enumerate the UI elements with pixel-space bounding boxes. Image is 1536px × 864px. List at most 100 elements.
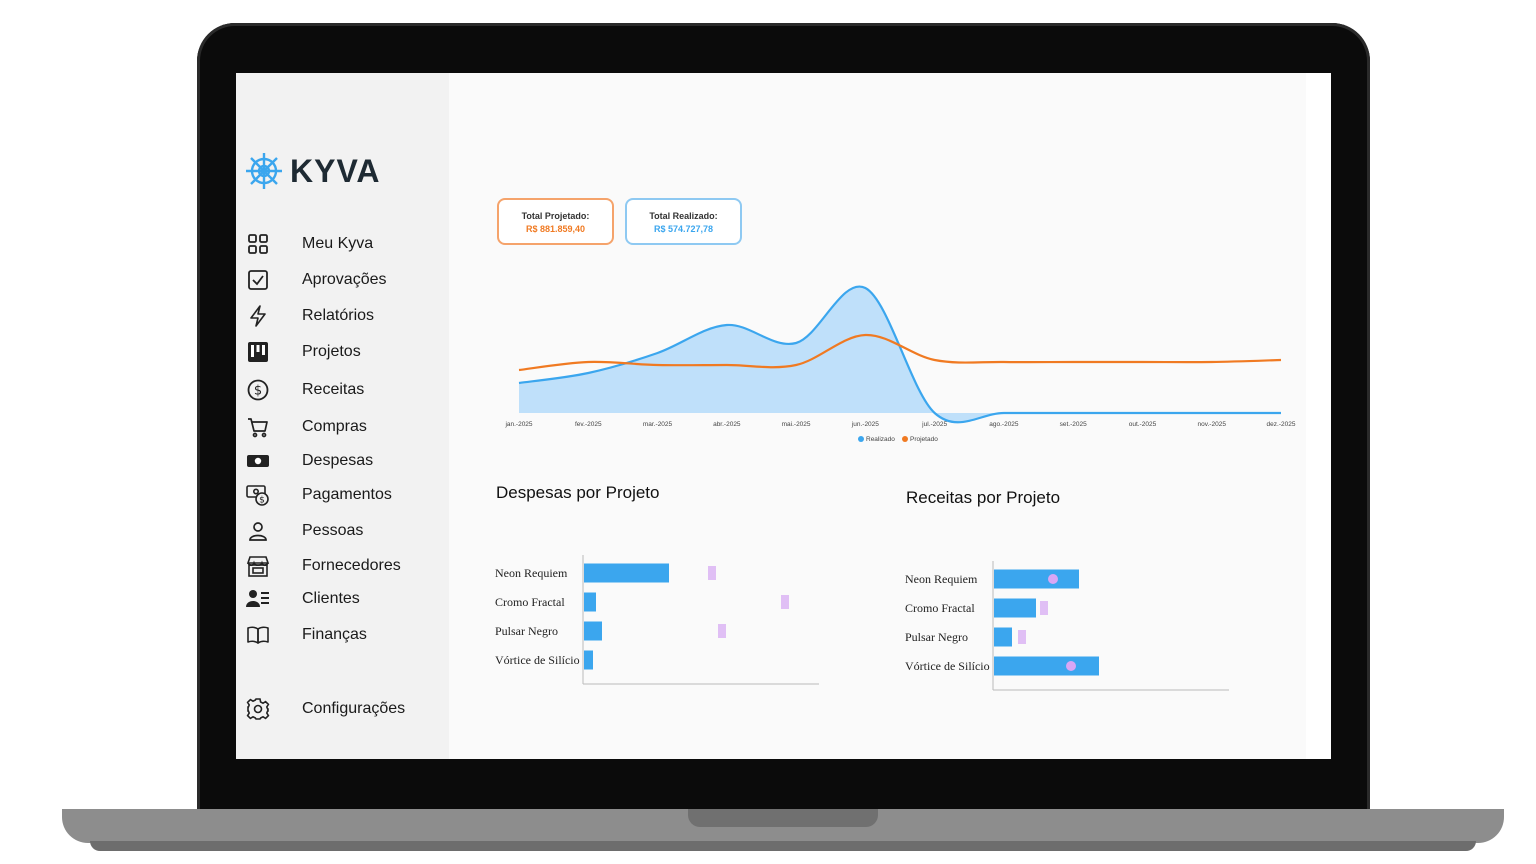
marker-estimado (781, 595, 789, 609)
ship-wheel-icon (246, 153, 282, 189)
bar-realizado (584, 650, 593, 670)
marker-estimado (1066, 661, 1076, 671)
x-tick-label: fev.-2025 (575, 421, 602, 428)
category-label: Cromo Fractal (495, 595, 565, 609)
sidebar: KYVA Meu Kyva Aprovações Relatórios (236, 73, 449, 759)
contacts-icon (246, 587, 270, 611)
sidebar-item-pagamentos[interactable]: $ Pagamentos (246, 482, 392, 508)
sidebar-item-projetos[interactable]: Projetos (246, 339, 361, 365)
sidebar-item-aprovacoes[interactable]: Aprovações (246, 267, 387, 293)
bar-realizado (994, 627, 1012, 647)
x-tick-label: jun.-2025 (851, 421, 879, 428)
cart-icon (246, 415, 270, 439)
category-label: Vórtice de Silício (495, 653, 580, 667)
sidebar-item-label: Clientes (302, 590, 360, 607)
bar-realizado (584, 592, 596, 612)
svg-text:$: $ (259, 496, 265, 506)
monthly-area-chart: jan.-2025 fev.-2025 mar.-2025 abr.-2025 mai.… (504, 285, 1296, 443)
gear-icon (246, 697, 270, 721)
sidebar-item-fornecedores[interactable]: Fornecedores (246, 553, 401, 579)
sidebar-item-pessoas[interactable]: Pessoas (246, 518, 363, 544)
series-line-realizado (518, 285, 1281, 424)
marker-estimado (708, 566, 716, 580)
category-label: Cromo Fractal (905, 601, 975, 615)
store-icon (246, 554, 270, 578)
checkbox-icon (246, 268, 270, 292)
legend-label-projetado: Projetado (910, 436, 938, 443)
sidebar-item-label: Pessoas (302, 522, 364, 539)
sidebar-item-financas[interactable]: Finanças (246, 622, 367, 648)
despesas-bar-chart: Neon Requiem Cromo Fractal Pulsar Negro Vór… (495, 555, 819, 685)
sidebar-item-label: Aprovações (302, 271, 387, 288)
bar-realizado (994, 569, 1079, 589)
bar-realizado (584, 621, 602, 641)
x-tick-label: abr.-2025 (713, 421, 741, 428)
lightning-icon (246, 304, 270, 328)
legend-label-realizado: Realizado (866, 436, 895, 443)
x-tick-label: mai.-2025 (782, 421, 811, 428)
x-tick-label: nov.-2025 (1198, 421, 1227, 428)
book-icon (246, 623, 270, 647)
svg-text:$: $ (254, 384, 262, 399)
laptop-base-shadow (90, 841, 1476, 851)
legend-swatch-realizado (858, 436, 864, 442)
screen-right-strip (1306, 73, 1331, 759)
bar-realizado (994, 656, 1099, 676)
dollar-circle-icon: $ (246, 378, 270, 402)
category-label: Vórtice de Silício (905, 659, 990, 673)
sidebar-item-despesas[interactable]: Despesas (246, 448, 373, 474)
marker-estimado (1040, 601, 1048, 615)
x-tick-label: jan.-2025 (504, 421, 532, 428)
series-line-projetado (518, 333, 1282, 372)
logo-text: KYVA (290, 152, 381, 189)
x-tick-label: out.-2025 (1129, 421, 1157, 428)
legend-swatch-projetado (902, 436, 908, 442)
marker-estimado (1018, 630, 1026, 644)
sidebar-item-relatorios[interactable]: Relatórios (246, 303, 374, 329)
sidebar-item-label: Configurações (302, 700, 406, 717)
bar-realizado (584, 563, 669, 583)
sidebar-item-label: Compras (302, 418, 367, 435)
sidebar-item-label: Fornecedores (302, 557, 401, 574)
x-tick-label: set.-2025 (1060, 421, 1087, 428)
app-screen: KYVA Meu Kyva Aprovações Relatórios (236, 73, 1331, 759)
kpi-label: Total Realizado: (649, 211, 718, 221)
person-icon (246, 519, 270, 543)
kpi-value: R$ 574.727,78 (653, 224, 714, 234)
sidebar-item-label: Despesas (302, 452, 374, 469)
sidebar-item-label: Pagamentos (302, 486, 392, 503)
x-tick-label: mar.-2025 (643, 421, 673, 428)
sidebar-item-compras[interactable]: Compras (246, 414, 367, 440)
sidebar-item-clientes[interactable]: Clientes (246, 586, 360, 612)
kanban-icon (246, 340, 270, 364)
x-tick-label: dez.-2025 (1267, 421, 1296, 428)
receitas-bar-chart: Neon Requiem Cromo Fractal Pulsar Negro Vór… (905, 561, 1229, 691)
sidebar-item-meu-kyva[interactable]: Meu Kyva (246, 231, 373, 257)
sidebar-item-label: Finanças (302, 626, 367, 643)
logo[interactable]: KYVA (244, 151, 381, 191)
sidebar-item-label: Meu Kyva (302, 235, 374, 252)
marker-estimado (718, 624, 726, 638)
receitas-chart-title: Receitas por Projeto (906, 488, 1061, 507)
sidebar-item-label: Relatórios (302, 307, 375, 324)
kpi-value: R$ 881.859,40 (525, 224, 586, 234)
kpi-label: Total Projetado: (521, 211, 590, 221)
category-label: Neon Requiem (495, 566, 568, 580)
grid-icon (246, 232, 270, 256)
sidebar-item-label: Receitas (302, 381, 365, 398)
sidebar-item-configuracoes[interactable]: Configurações (246, 696, 405, 722)
despesas-chart-title: Despesas por Projeto (496, 483, 660, 502)
sidebar-item-receitas[interactable]: $ Receitas (246, 377, 364, 403)
marker-estimado (1048, 574, 1058, 584)
sidebar-item-label: Projetos (302, 343, 361, 360)
category-label: Pulsar Negro (905, 630, 968, 644)
category-label: Neon Requiem (905, 572, 978, 586)
kpi-total-projetado: Total Projetado: R$ 881.859,40 (497, 198, 614, 245)
bar-realizado (994, 598, 1036, 618)
laptop-notch (688, 809, 878, 827)
kpi-total-realizado: Total Realizado: R$ 574.727,78 (625, 198, 742, 245)
category-label: Pulsar Negro (495, 624, 558, 638)
x-tick-label: jul.-2025 (921, 421, 947, 428)
series-area-realizado (519, 286, 1281, 423)
banknote-icon (246, 449, 270, 473)
